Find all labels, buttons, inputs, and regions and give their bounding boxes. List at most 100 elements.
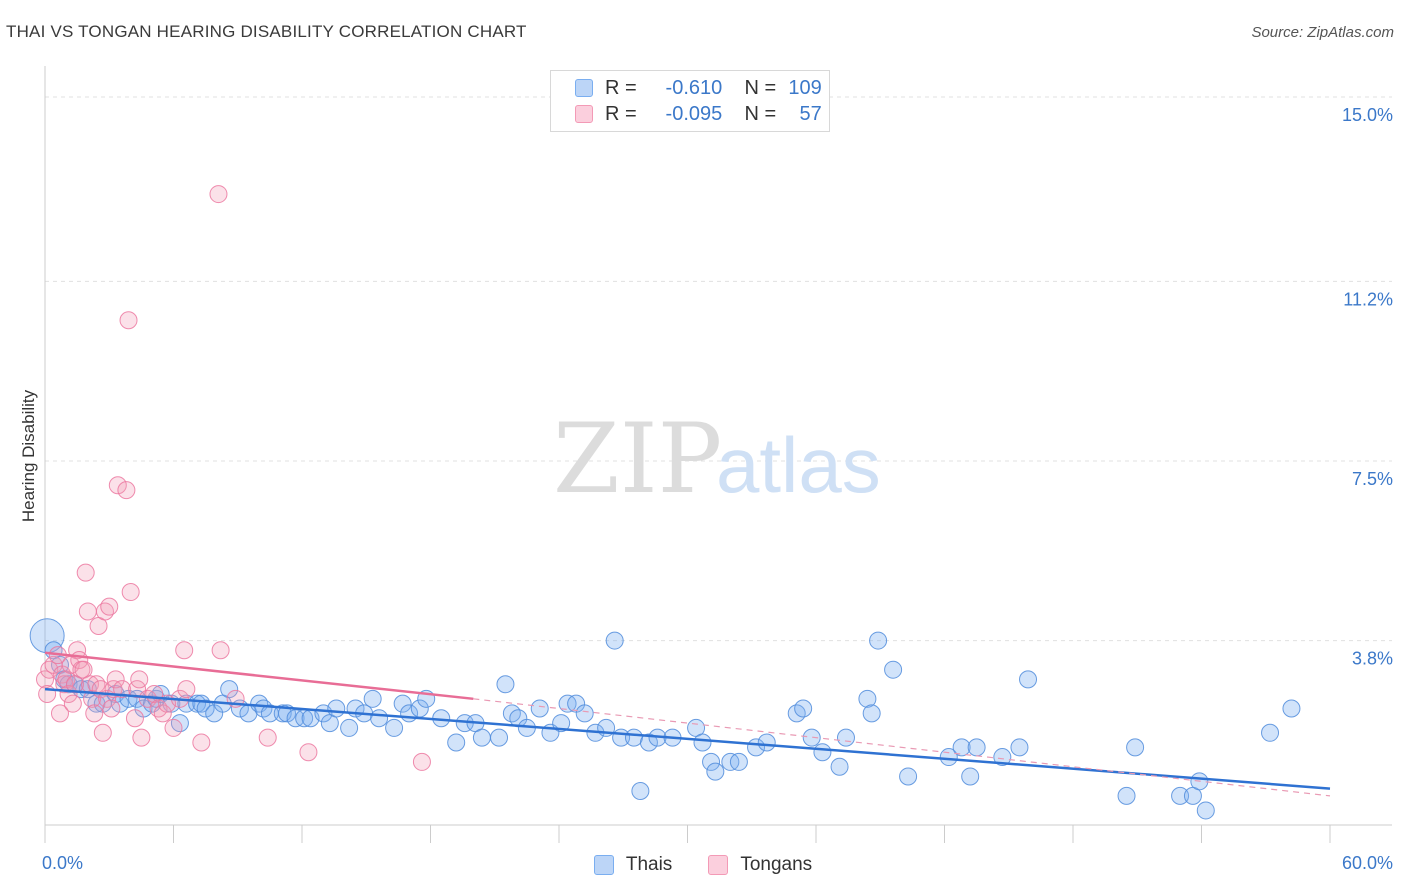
thais-trend-line — [44, 687, 1331, 790]
n-value: 57 — [799, 102, 822, 125]
series-legend: Thais Tongans — [0, 852, 1406, 878]
thais-point — [496, 675, 515, 694]
thais-point — [447, 733, 466, 752]
tongans-point — [177, 680, 196, 699]
thais-point — [363, 689, 382, 708]
thais-point — [729, 752, 748, 771]
tongans-point — [100, 597, 119, 616]
watermark-atlas: atlas — [716, 421, 881, 509]
thais-point — [952, 738, 971, 757]
tongans-trend-line — [44, 651, 474, 701]
r-label: R = — [605, 102, 637, 125]
y-tick-label: 11.2% — [1343, 289, 1393, 309]
thais-point — [385, 718, 404, 737]
tongans-trend-extension — [473, 698, 1331, 797]
thais-point — [327, 699, 346, 718]
thais-point — [706, 762, 725, 781]
tongans-point — [117, 481, 136, 500]
thais-point — [196, 699, 215, 718]
y-tick-label: 7.5% — [1352, 469, 1393, 489]
thais-point — [1282, 699, 1301, 718]
thais-point — [1010, 738, 1029, 757]
tongans-point — [132, 728, 151, 747]
thais-legend-swatch — [593, 855, 614, 875]
tongans-point — [299, 743, 318, 762]
thais-point — [1019, 670, 1038, 689]
thais-point — [490, 728, 509, 747]
tongans-point — [50, 704, 69, 723]
thais-point — [624, 728, 643, 747]
thais-point — [813, 743, 832, 762]
thais-point — [1196, 801, 1215, 820]
thais-swatch — [575, 79, 593, 97]
thais-point — [1261, 723, 1280, 742]
tongans-point — [38, 684, 57, 703]
thais-point — [869, 631, 888, 650]
axes — [44, 66, 1392, 843]
tongans-point — [85, 704, 104, 723]
tongans-point — [175, 641, 194, 660]
gridlines — [45, 96, 1392, 642]
thais-point — [862, 704, 881, 723]
thais-point — [993, 748, 1012, 767]
thais-point — [1126, 738, 1145, 757]
thais-point — [802, 728, 821, 747]
tongans-point — [211, 641, 230, 660]
tongans-point — [108, 476, 127, 495]
n-label: N = — [744, 76, 777, 99]
thais-point — [530, 699, 549, 718]
r-value: -0.095 — [665, 102, 723, 125]
y-tick-label: 15.0% — [1342, 105, 1393, 125]
thais-point — [836, 728, 855, 747]
thais-point — [220, 680, 239, 699]
r-value: -0.610 — [665, 76, 723, 99]
tongans-point — [164, 718, 183, 737]
tongans-point — [102, 699, 121, 718]
thais-point — [472, 728, 491, 747]
thais-point — [393, 694, 412, 713]
tongans-point — [125, 709, 144, 728]
tongans-point — [119, 311, 138, 330]
tongans-legend-swatch — [708, 855, 729, 875]
n-label: N = — [744, 102, 777, 125]
n-value: 109 — [788, 76, 822, 99]
tick-labels: 3.8% 7.5% 11.2% 15.0% 0.0% 60.0% — [42, 105, 1393, 873]
watermark-zip: ZIP — [553, 403, 722, 515]
tongans-point — [78, 602, 97, 621]
thais-point — [605, 631, 624, 650]
thais-point — [575, 704, 594, 723]
y-tick-label: 3.8% — [1352, 649, 1393, 669]
legend-label-tongans: Tongans — [740, 854, 813, 875]
legend-item-tongans: Tongans — [708, 854, 812, 876]
tongans-point — [63, 694, 82, 713]
stats-legend-row-tongans: R = -0.095 N = 57 — [575, 101, 822, 127]
tongans-point — [412, 752, 431, 771]
thais-point — [340, 718, 359, 737]
thais-point — [1171, 786, 1190, 805]
chart-title: THAI VS TONGAN HEARING DISABILITY CORREL… — [6, 22, 527, 41]
x-tick-label-min: 0.0% — [42, 853, 83, 873]
stats-legend: R = -0.610 N = 109 R = -0.095 N = 57 — [550, 70, 830, 132]
tongans-swatch — [575, 105, 593, 123]
thais-point — [639, 733, 658, 752]
x-tick-label-max: 60.0% — [1342, 853, 1393, 873]
tongans-point — [192, 733, 211, 752]
tongans-point — [130, 670, 149, 689]
thais-point — [899, 767, 918, 786]
legend-item-thais: Thais — [593, 854, 673, 876]
tongans-point — [209, 185, 228, 204]
thais-point — [757, 733, 776, 752]
thais-point — [830, 757, 849, 776]
thais-point — [552, 714, 571, 733]
thais-point — [370, 709, 389, 728]
thais-point — [967, 738, 986, 757]
tongans-point — [113, 680, 132, 699]
r-label: R = — [605, 76, 637, 99]
y-axis-label: Hearing Disability — [19, 389, 38, 522]
thais-point — [702, 752, 721, 771]
tongans-point — [106, 670, 125, 689]
thais-point — [884, 660, 903, 679]
tongans-point — [57, 670, 76, 689]
legend-label-thais: Thais — [625, 854, 673, 875]
